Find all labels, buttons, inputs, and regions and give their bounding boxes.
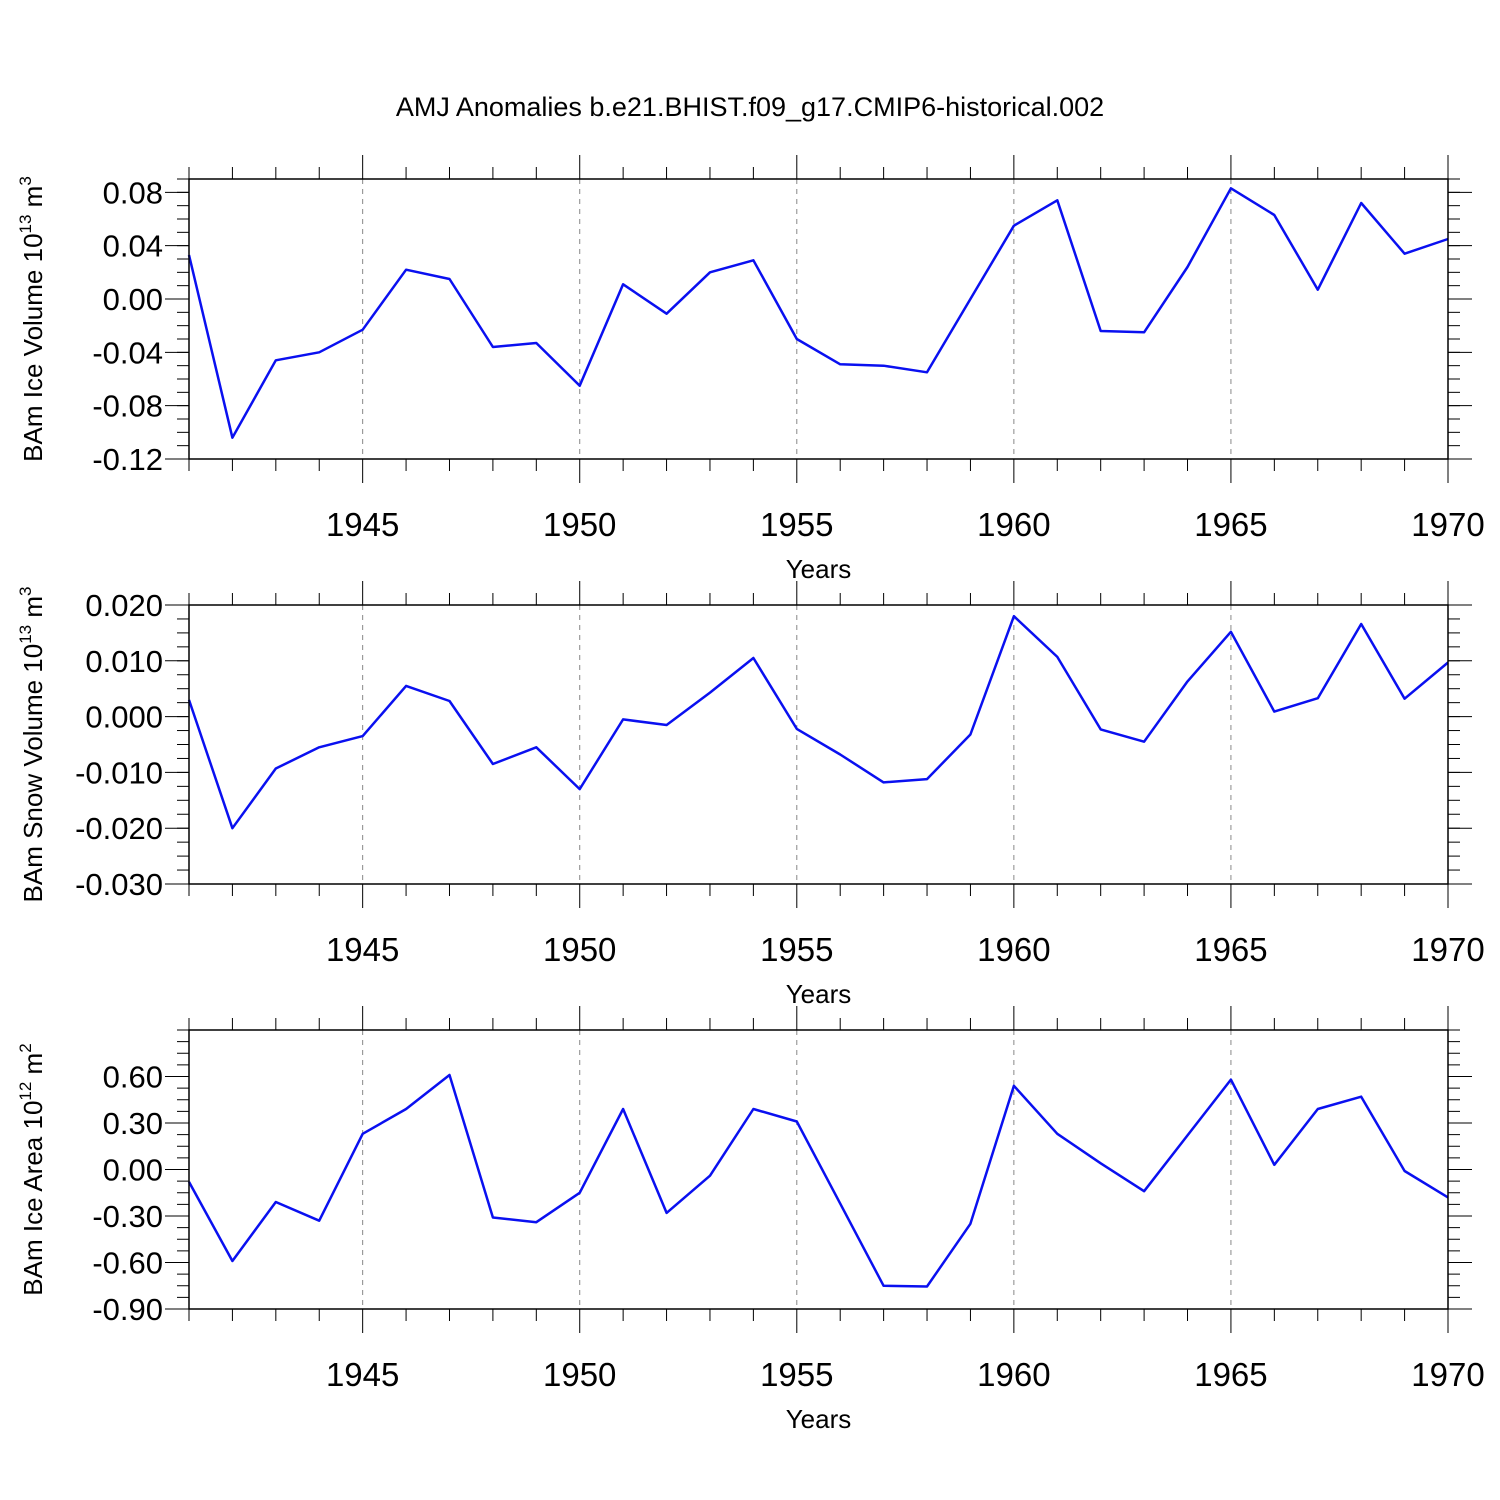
x-tick-label: 1960 xyxy=(977,506,1050,543)
x-tick-label: 1970 xyxy=(1411,506,1484,543)
y-tick-label: -0.60 xyxy=(92,1246,163,1281)
data-series-line xyxy=(187,1073,1449,1288)
y-tick-label: 0.00 xyxy=(103,282,163,317)
y-tick-label: 0.020 xyxy=(85,588,163,623)
y-tick-label: -0.12 xyxy=(92,442,163,477)
panels: -0.12 -0.08 -0.04 0.00 0.04 0.08 1945 1950 1955 1… xyxy=(16,155,1485,1434)
y-tick-label: 0.30 xyxy=(103,1106,163,1141)
y-tick-label: 0.60 xyxy=(103,1060,163,1095)
y-tick-label: 0.04 xyxy=(103,229,163,264)
y-tick-label: -0.30 xyxy=(92,1199,163,1234)
panel-3: -0.90 -0.60 -0.30 0.00 0.30 0.60 1945 1950 1955 1… xyxy=(16,1006,1485,1434)
x-axis-title: Years xyxy=(786,979,852,1009)
panel-2: -0.030 -0.020 -0.010 0.000 0.010 0.020 1945 195… xyxy=(16,581,1485,1009)
x-tick-label: 1965 xyxy=(1194,931,1267,968)
x-tick-label: 1950 xyxy=(543,1356,616,1393)
x-tick-label: 1965 xyxy=(1194,1356,1267,1393)
plot-frame xyxy=(188,604,1449,885)
chart-title: AMJ Anomalies b.e21.BHIST.f09_g17.CMIP6-… xyxy=(396,92,1104,122)
x-tick-label: 1955 xyxy=(760,931,833,968)
x-tick-label: 1970 xyxy=(1411,931,1484,968)
plot-frame xyxy=(188,178,1449,460)
x-axis-title: Years xyxy=(786,554,852,584)
panel-1: -0.12 -0.08 -0.04 0.00 0.04 0.08 1945 1950 1955 1… xyxy=(16,155,1485,584)
y-tick-label: -0.08 xyxy=(92,389,163,424)
x-tick-label: 1950 xyxy=(543,931,616,968)
y-tick-label: -0.020 xyxy=(75,811,163,846)
data-series-line xyxy=(187,187,1449,439)
y-axis-title: BAm Ice Area 1012 m2 xyxy=(16,1043,48,1295)
y-axis-title: BAm Ice Volume 1013 m3 xyxy=(16,176,48,462)
x-tick-label: 1960 xyxy=(977,1356,1050,1393)
x-tick-label: 1955 xyxy=(760,506,833,543)
y-tick-label: 0.010 xyxy=(85,644,163,679)
y-tick-label: -0.010 xyxy=(75,755,163,790)
y-tick-label: -0.90 xyxy=(92,1292,163,1327)
x-tick-label: 1945 xyxy=(326,506,399,543)
x-tick-label: 1945 xyxy=(326,1356,399,1393)
y-tick-label: -0.04 xyxy=(92,335,163,370)
plot-frame xyxy=(188,1029,1449,1310)
y-axis-title: BAm Snow Volume 1013 m3 xyxy=(16,587,48,903)
y-tick-label: -0.030 xyxy=(75,867,163,902)
y-tick-label: 0.08 xyxy=(103,175,163,210)
x-tick-label: 1950 xyxy=(543,506,616,543)
x-axis-title: Years xyxy=(786,1404,852,1434)
y-tick-label: 0.000 xyxy=(85,700,163,735)
data-series-line xyxy=(187,614,1449,830)
x-tick-label: 1960 xyxy=(977,931,1050,968)
x-tick-label: 1970 xyxy=(1411,1356,1484,1393)
x-tick-label: 1965 xyxy=(1194,506,1267,543)
x-tick-label: 1955 xyxy=(760,1356,833,1393)
y-tick-label: 0.00 xyxy=(103,1153,163,1188)
x-tick-label: 1945 xyxy=(326,931,399,968)
